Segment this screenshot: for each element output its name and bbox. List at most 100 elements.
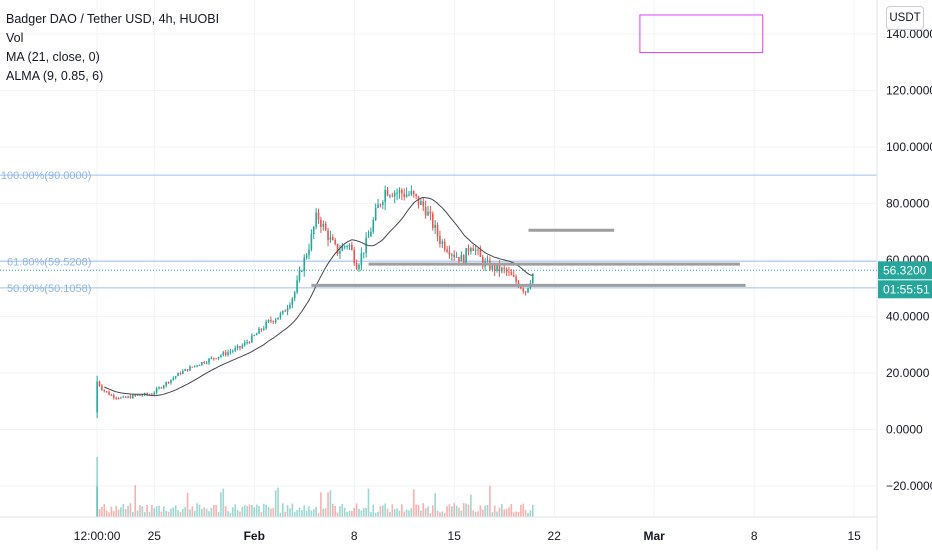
candle-body (343, 246, 346, 248)
candle-body (393, 192, 396, 197)
volume-bar (301, 510, 303, 517)
candle-body (508, 271, 510, 273)
candle-body (389, 195, 391, 197)
candle-body (491, 264, 494, 270)
candle-body (220, 355, 222, 357)
currency-button[interactable]: USDT (886, 6, 924, 30)
candle-body (470, 248, 472, 252)
volume-bar (217, 512, 220, 517)
legend-title[interactable]: Badger DAO / Tether USD, 4h, HUOBI (6, 12, 220, 26)
volume-bar (358, 508, 360, 517)
volume-bar (274, 490, 277, 517)
candle-body (396, 192, 398, 194)
volume-bar (341, 503, 344, 517)
volume-bar (108, 512, 110, 517)
candle-body (127, 396, 129, 398)
price-tick-label: 100.0000 (886, 140, 932, 154)
candle-body (522, 288, 525, 292)
volume-bar (141, 506, 144, 517)
volume-bar (191, 506, 194, 517)
candle-body (141, 395, 144, 397)
candle-body (212, 357, 215, 359)
candle-body (229, 351, 232, 353)
volume-bar (439, 512, 441, 517)
volume-bar (189, 509, 191, 517)
volume-bar (381, 505, 384, 517)
candle-body (439, 235, 441, 244)
volume-bar (324, 508, 327, 517)
candle-body (224, 352, 227, 355)
candle-body (241, 345, 244, 348)
volume-bar (103, 503, 106, 517)
candle-body (96, 381, 98, 413)
volume-bar (182, 509, 184, 517)
volume-bar (401, 504, 403, 517)
time-tick-label: 25 (148, 529, 162, 543)
volume-bar (479, 505, 482, 517)
volume-bar (134, 485, 137, 517)
candle-body (198, 364, 201, 366)
price-tick-label: 20.0000 (886, 366, 930, 380)
fib-label: 61.80%(59.5208) (7, 256, 91, 268)
candle-body (512, 275, 515, 277)
fib-label: 50.00%(50.1058) (7, 283, 91, 295)
candle-body (443, 241, 446, 250)
volume-bar (427, 506, 429, 517)
legend-vol[interactable]: Vol (6, 31, 24, 45)
volume-bar (329, 490, 332, 517)
volume-bar (96, 457, 98, 517)
volume-bar (317, 512, 320, 517)
volume-bar (320, 492, 322, 517)
volume-bar (346, 511, 348, 517)
candle-body (496, 264, 498, 271)
volume-bar (282, 503, 284, 517)
volume-bar (312, 509, 315, 517)
volume-bar (412, 489, 415, 517)
volume-bar (348, 510, 351, 517)
volume-bar (120, 507, 122, 517)
candle-body (227, 352, 229, 355)
candle-body (417, 196, 420, 205)
candle-body (291, 298, 294, 305)
volume-bar (512, 512, 515, 517)
volume-bars (96, 457, 534, 517)
candle-body (379, 204, 382, 206)
candle-body (258, 328, 260, 334)
volume-bar (289, 508, 291, 517)
volume-bar (303, 505, 306, 517)
volume-bar (220, 492, 222, 517)
candle-body (355, 263, 358, 270)
volume-bar (448, 504, 451, 517)
volume-bar (322, 508, 325, 517)
price-tick-label: 0.0000 (886, 422, 923, 436)
candle-body (429, 211, 432, 214)
volume-bar (222, 488, 225, 517)
volume-bar (531, 504, 534, 517)
volume-bar (129, 503, 132, 517)
candle-body (98, 381, 101, 386)
volume-bar (132, 512, 134, 517)
candle-body (217, 356, 220, 359)
volume-bar (343, 507, 346, 517)
rectangle-drawing (639, 14, 764, 54)
volume-bar (446, 506, 448, 517)
volume-bar (377, 511, 379, 517)
candle-body (153, 392, 156, 395)
candle-body (436, 224, 439, 236)
volume-bar (455, 505, 458, 517)
volume-bar (232, 507, 234, 517)
volume-bar (436, 510, 439, 517)
candle-body (451, 254, 453, 256)
candle-body (391, 195, 394, 197)
volume-bar (284, 511, 286, 517)
volume-bar (198, 504, 201, 517)
legend-ma[interactable]: MA (21, close, 0) (6, 50, 100, 64)
candle-body (503, 267, 506, 269)
volume-bar (365, 507, 367, 517)
candle-body (296, 280, 298, 293)
candle-body (151, 394, 153, 396)
legend-alma[interactable]: ALMA (9, 0.85, 6) (6, 69, 104, 83)
candle-body (320, 219, 322, 227)
